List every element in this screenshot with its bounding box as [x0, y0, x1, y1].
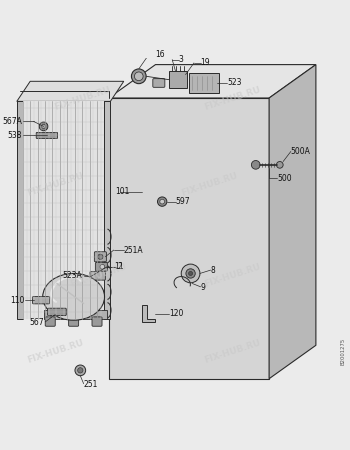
Text: 523A: 523A	[62, 271, 82, 280]
Circle shape	[39, 122, 48, 131]
Text: FIX-HUB.RU: FIX-HUB.RU	[26, 338, 85, 365]
Text: 567: 567	[29, 319, 43, 328]
Polygon shape	[17, 101, 23, 319]
Text: 3: 3	[179, 55, 184, 64]
Text: 567A: 567A	[2, 117, 22, 126]
Polygon shape	[23, 101, 104, 319]
Text: 251: 251	[84, 380, 98, 389]
Ellipse shape	[43, 274, 105, 320]
Polygon shape	[169, 71, 187, 88]
Text: 101: 101	[116, 187, 130, 196]
Circle shape	[186, 269, 195, 278]
Polygon shape	[43, 310, 107, 319]
FancyBboxPatch shape	[45, 317, 55, 326]
Text: FIX-HUB.RU: FIX-HUB.RU	[26, 171, 85, 198]
Text: 500: 500	[278, 174, 292, 183]
Text: 110: 110	[10, 296, 24, 305]
Text: FIX-HUB.RU: FIX-HUB.RU	[69, 262, 128, 288]
Circle shape	[158, 197, 167, 206]
Circle shape	[134, 72, 143, 81]
Polygon shape	[142, 305, 155, 322]
Circle shape	[132, 69, 146, 84]
Text: 19: 19	[201, 58, 210, 68]
FancyBboxPatch shape	[92, 317, 102, 326]
Text: FIX-HUB.RU: FIX-HUB.RU	[180, 171, 238, 198]
Circle shape	[251, 161, 260, 169]
Circle shape	[100, 265, 105, 269]
Text: 120: 120	[169, 309, 183, 318]
Circle shape	[42, 124, 46, 128]
Circle shape	[189, 271, 192, 275]
Circle shape	[181, 264, 200, 283]
Text: 11: 11	[114, 262, 123, 271]
FancyBboxPatch shape	[94, 252, 106, 262]
Polygon shape	[17, 81, 124, 101]
Text: 500A: 500A	[291, 147, 311, 156]
Text: 523: 523	[228, 78, 242, 87]
Circle shape	[98, 254, 103, 259]
Text: B2001275: B2001275	[341, 338, 346, 365]
Polygon shape	[109, 98, 269, 379]
Circle shape	[276, 162, 283, 168]
Text: 2: 2	[117, 262, 122, 271]
Text: FIX-HUB.RU: FIX-HUB.RU	[203, 262, 262, 288]
Text: 538: 538	[7, 131, 22, 140]
Circle shape	[75, 365, 86, 376]
FancyBboxPatch shape	[153, 79, 165, 87]
Text: 16: 16	[155, 50, 165, 59]
Circle shape	[160, 199, 164, 204]
FancyBboxPatch shape	[90, 271, 105, 280]
Text: FIX-HUB.RU: FIX-HUB.RU	[52, 85, 111, 112]
Text: 9: 9	[201, 283, 205, 292]
FancyBboxPatch shape	[69, 317, 79, 326]
Text: FIX-HUB.RU: FIX-HUB.RU	[203, 338, 262, 365]
Text: 251A: 251A	[124, 246, 144, 255]
FancyBboxPatch shape	[33, 297, 50, 304]
Polygon shape	[104, 101, 110, 319]
FancyBboxPatch shape	[48, 308, 66, 315]
Polygon shape	[109, 65, 316, 98]
Circle shape	[78, 368, 83, 373]
Text: 8: 8	[211, 266, 215, 274]
FancyBboxPatch shape	[36, 132, 58, 139]
FancyBboxPatch shape	[95, 262, 107, 271]
Polygon shape	[269, 65, 316, 379]
Text: FIX-HUB.RU: FIX-HUB.RU	[203, 85, 262, 112]
Polygon shape	[189, 73, 219, 93]
Text: 597: 597	[176, 197, 190, 206]
